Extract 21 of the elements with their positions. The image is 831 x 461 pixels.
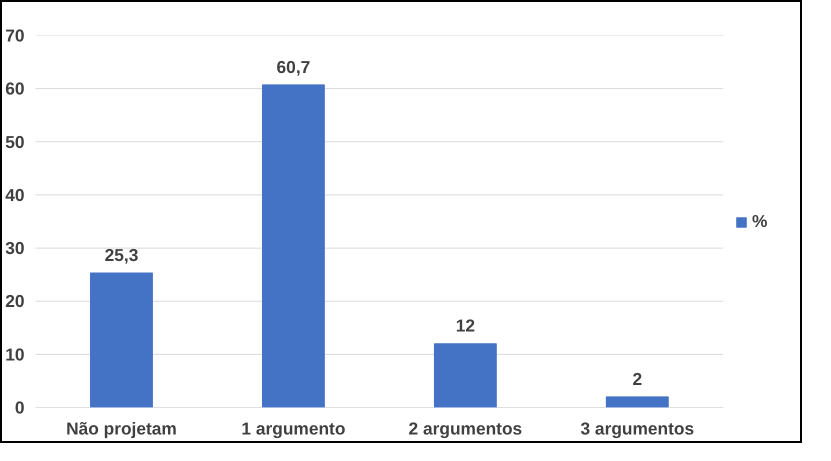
y-tick-label: 40: [5, 184, 25, 205]
y-tick-label: 10: [5, 344, 25, 364]
y-tick-label: 20: [5, 291, 25, 312]
data-label: 12: [456, 316, 476, 336]
x-tick-label: 1 argumento: [241, 418, 346, 438]
data-label: 2: [632, 368, 642, 389]
bar: [434, 343, 497, 408]
bar: [606, 396, 669, 408]
y-tick-label: 60: [5, 78, 25, 99]
bar: [90, 272, 153, 408]
legend-label: %: [752, 211, 768, 232]
x-tick-label: 3 argumentos: [580, 418, 694, 438]
y-tick-label: 50: [5, 132, 25, 152]
data-label: 60,7: [276, 56, 310, 77]
x-tick-label: Não projetam: [66, 418, 177, 438]
data-label: 25,3: [104, 245, 139, 266]
y-tick-label: 30: [5, 238, 25, 258]
x-tick-label: 2 argumentos: [408, 418, 522, 438]
y-tick-label: 70: [5, 26, 25, 46]
y-tick-label: 0: [14, 398, 25, 418]
bar: [262, 84, 325, 408]
